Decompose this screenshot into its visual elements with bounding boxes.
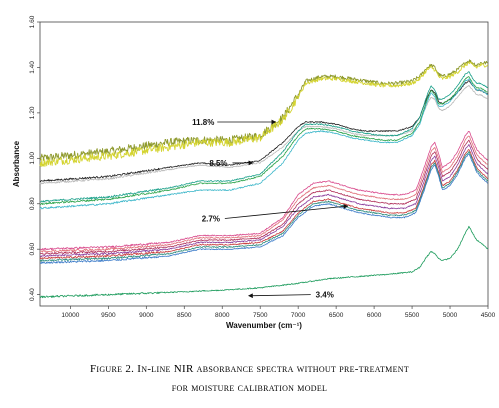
caption-line-1: Figure 2. In-line NIR absorbance spectra… — [0, 360, 499, 379]
ticks-group: 10000 9500 9000 8500 8000 7500 7000 6500 6000 550… — [29, 15, 496, 319]
series-line — [39, 76, 488, 205]
axes — [39, 21, 489, 307]
y-tick-label: 1.40 — [29, 61, 36, 74]
caption-line-2: for moisture calibration model — [171, 382, 328, 394]
series-line — [39, 135, 489, 253]
series-line — [39, 80, 489, 183]
x-tick-label: 7500 — [253, 312, 268, 319]
annotation-arrow — [224, 204, 349, 219]
y-tick-label: 1.20 — [29, 106, 36, 119]
series-line — [39, 61, 489, 168]
x-tick-label: 5500 — [405, 312, 420, 319]
series-line — [39, 225, 489, 299]
annotation-label: 8.5% — [209, 159, 227, 168]
y-tick-label: 0.40 — [29, 288, 36, 301]
series-group — [39, 59, 489, 299]
y-tick-label: 1.60 — [29, 15, 36, 28]
y-axis-title: Absorbance — [12, 140, 21, 187]
x-tick-label: 4500 — [481, 312, 496, 319]
x-tick-label: 6000 — [367, 312, 382, 319]
caption-title: In-line NIR absorbance spectra without p… — [137, 363, 410, 375]
series-line — [39, 85, 488, 185]
series-line — [39, 151, 489, 262]
x-tick-label: 9000 — [139, 312, 154, 319]
series-line — [39, 71, 488, 203]
x-tick-label: 5000 — [443, 312, 458, 319]
series-line — [39, 131, 489, 251]
y-tick-label: 0.80 — [29, 197, 36, 210]
y-tick-label: 1.00 — [29, 152, 36, 165]
series-line — [39, 78, 488, 210]
x-tick-label: 10000 — [61, 312, 79, 319]
annotation-label: 2.7% — [202, 215, 220, 224]
y-tick-label: 0.60 — [29, 242, 36, 255]
annotation-arrow — [248, 293, 311, 299]
x-tick-label: 8000 — [215, 312, 230, 319]
x-tick-label: 6500 — [329, 312, 344, 319]
caption-figure-label: Figure 2. — [89, 363, 135, 375]
series-line — [39, 149, 488, 260]
series-line — [39, 139, 489, 255]
series-line — [39, 59, 488, 162]
plot-frame — [39, 21, 489, 307]
x-tick-label: 9500 — [101, 312, 116, 319]
figure-caption: Figure 2. In-line NIR absorbance spectra… — [0, 360, 499, 398]
annotation-label: 3.4% — [316, 291, 334, 300]
x-axis-title: Wavenumber (cm⁻¹) — [226, 321, 302, 330]
x-tick-label: 8500 — [177, 312, 192, 319]
annotation-label: 11.8% — [192, 118, 214, 127]
series-line — [39, 144, 489, 258]
annotations-group: 11.8% 8.5% 2.7% 3.4% — [192, 118, 349, 300]
x-tick-label: 7000 — [291, 312, 306, 319]
series-line — [39, 153, 488, 264]
spectra-chart: 10000 9500 9000 8500 8000 7500 7000 6500 6000 550… — [12, 15, 496, 330]
